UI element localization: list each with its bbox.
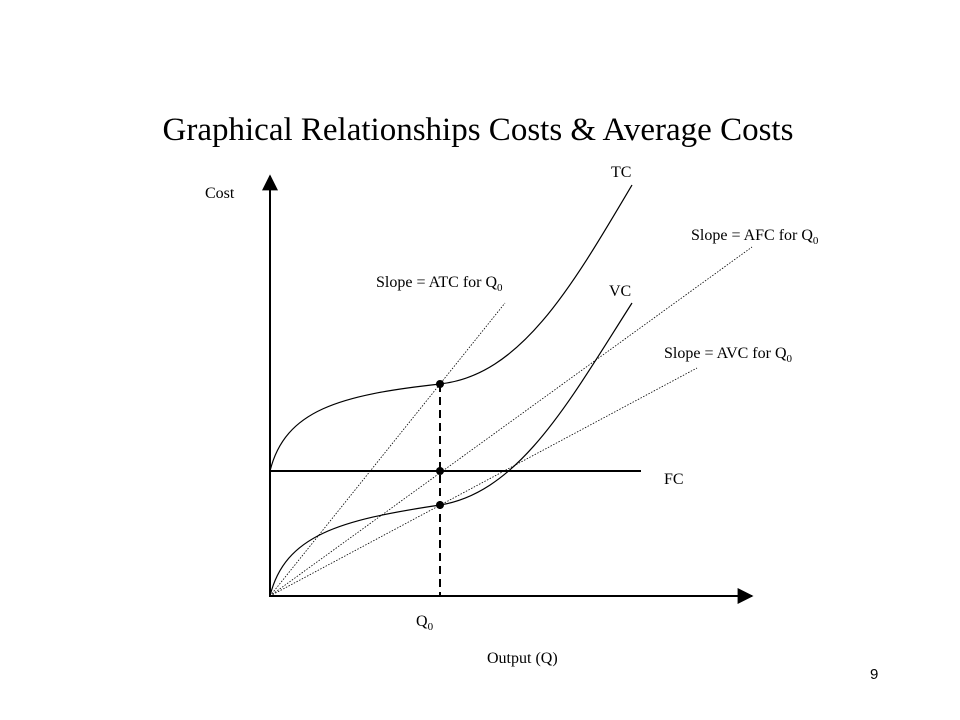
afc-ray [269,246,753,597]
vc-curve [269,302,633,597]
avc-slope-label: Slope = AVC for Q0 [664,345,793,365]
point [436,501,444,509]
y-axis-label: Cost [205,185,235,202]
tc-curve [269,184,633,472]
label-text: Slope = AVC for Q [664,345,787,362]
x-axis-label: Output (Q) [487,650,558,667]
point [436,467,444,475]
page-number: 9 [870,666,878,683]
afc-slope-label: Slope = AFC for Q0 [691,227,819,247]
point [436,380,444,388]
title: Graphical Relationships Costs & Average … [163,112,794,148]
fc-label: FC [664,471,684,488]
label-text: Slope = ATC for Q [376,274,497,291]
vc-label: VC [609,283,631,300]
atc-slope-label: Slope = ATC for Q0 [376,274,503,294]
label-text: Slope = AFC for Q [691,227,813,244]
subscript: 0 [813,235,819,247]
subscript: 0 [497,282,503,294]
label-text: Q [416,613,428,630]
atc-ray [269,302,506,597]
subscript: 0 [787,353,793,365]
q0-label: Q0 [416,613,434,633]
avc-ray [269,367,698,597]
subscript: 0 [428,621,434,633]
tc-label: TC [611,164,631,181]
